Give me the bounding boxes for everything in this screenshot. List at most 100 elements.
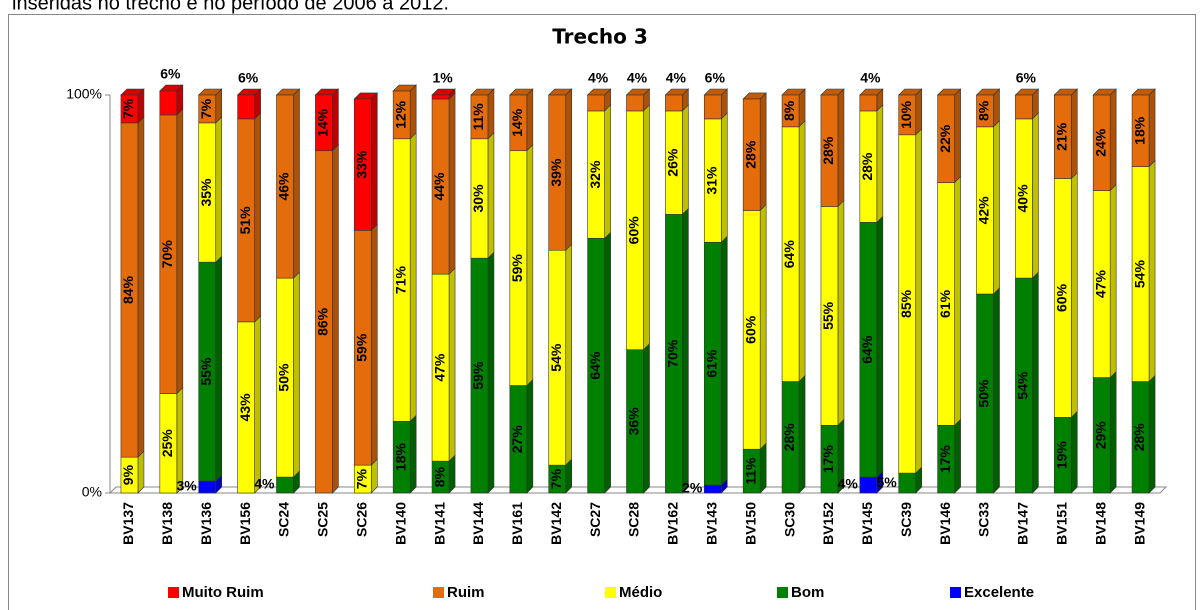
bar-side <box>837 199 845 427</box>
bar-side <box>720 112 728 243</box>
value-label: 11% <box>742 457 758 485</box>
bar-side <box>604 231 611 494</box>
value-label: 27% <box>509 425 525 454</box>
bar-side <box>1109 183 1117 379</box>
bar-side <box>759 442 767 494</box>
value-label: 25% <box>159 429 175 458</box>
value-label: 22% <box>937 124 953 153</box>
value-label: 50% <box>976 379 992 408</box>
bar-side <box>993 88 1000 128</box>
bar-side <box>448 454 456 494</box>
value-label: 64% <box>587 351 603 380</box>
legend-label: Muito Ruim <box>182 584 264 601</box>
value-label: 4% <box>860 70 881 86</box>
bar-segment <box>859 476 878 494</box>
x-tick-label: BV136 <box>198 502 214 545</box>
value-label: 1% <box>432 70 453 86</box>
value-label: 6% <box>238 70 259 86</box>
value-label: 14% <box>509 108 525 137</box>
x-tick-label: BV138 <box>159 502 175 545</box>
bar-side <box>1070 410 1078 494</box>
x-tick-label: BV152 <box>820 502 836 545</box>
x-tick-label: SC39 <box>898 502 914 537</box>
bar-segment <box>392 90 411 140</box>
value-label: 84% <box>120 275 136 304</box>
bar-segment <box>587 94 605 112</box>
value-label: 6% <box>705 70 726 86</box>
value-label: 42% <box>976 196 992 225</box>
bar-segment <box>937 94 955 183</box>
value-label: 11% <box>470 103 486 131</box>
bar-side <box>1148 88 1156 168</box>
bar-side <box>954 88 961 184</box>
bar-segment <box>120 94 139 124</box>
value-label: 71% <box>392 266 408 295</box>
x-tick-label: BV148 <box>1092 502 1108 545</box>
x-tick-label: SC25 <box>315 502 331 537</box>
bar-segment <box>431 94 450 100</box>
value-label: 28% <box>1131 423 1147 452</box>
x-tick-label: BV141 <box>431 502 447 545</box>
x-tick-label: BV161 <box>509 502 525 545</box>
value-label: 35% <box>198 178 214 207</box>
x-tick-label: BV144 <box>470 502 486 545</box>
value-label: 10% <box>898 100 914 129</box>
bar-side <box>643 104 650 351</box>
bar-segment <box>470 94 489 140</box>
bar-segment <box>276 94 294 279</box>
bar-side <box>526 143 534 387</box>
value-label: 33% <box>353 150 369 179</box>
bar-segment <box>276 476 294 494</box>
bar-segment <box>976 94 994 128</box>
bar-side <box>1070 171 1078 419</box>
bar-side <box>487 88 495 140</box>
bar-side <box>1070 88 1078 180</box>
bar-side <box>332 88 339 152</box>
value-label: 24% <box>1092 128 1108 157</box>
bar-side <box>487 132 495 259</box>
value-label: 60% <box>626 216 642 245</box>
x-tick-label: BV146 <box>937 502 953 545</box>
value-label: 19% <box>1053 441 1069 470</box>
bar-segment <box>898 94 917 136</box>
x-tick-label: SC28 <box>626 502 642 537</box>
value-label: 64% <box>859 335 875 364</box>
bar-side <box>448 92 456 275</box>
bar-side <box>720 235 728 486</box>
value-label: 47% <box>1092 269 1108 298</box>
bar-side <box>254 112 261 323</box>
bar-side <box>682 207 689 494</box>
value-label: 61% <box>703 349 719 378</box>
bar-side <box>370 223 378 466</box>
value-label: 47% <box>431 353 447 382</box>
bar-side <box>1109 88 1117 192</box>
bar-side <box>954 418 961 494</box>
bar-segment <box>159 90 178 116</box>
value-label: 2% <box>682 480 703 496</box>
value-label: 54% <box>1015 371 1031 400</box>
legend-swatch <box>777 587 788 598</box>
bar-side <box>798 88 806 128</box>
value-label: 7% <box>198 98 214 119</box>
value-label: 46% <box>276 172 292 201</box>
value-label: 6% <box>1016 70 1037 86</box>
bar-segment <box>820 94 839 207</box>
value-label: 43% <box>237 393 253 422</box>
value-label: 59% <box>353 333 369 362</box>
bar-side <box>759 203 767 450</box>
value-label: 54% <box>548 343 564 372</box>
bar-segment <box>315 94 333 152</box>
value-label: 4% <box>588 70 609 86</box>
y-tick-label: 100% <box>66 86 102 102</box>
value-label: 44% <box>431 172 447 201</box>
bar-side <box>837 88 845 208</box>
x-tick-label: BV147 <box>1015 502 1031 545</box>
bar-side <box>526 378 534 494</box>
x-tick-label: BV137 <box>120 502 136 545</box>
bar-side <box>1148 374 1156 494</box>
bar-segment <box>1015 94 1033 120</box>
value-label: 85% <box>898 289 914 318</box>
x-tick-label: BV140 <box>392 502 408 545</box>
bar-side <box>409 84 417 140</box>
bar-side <box>1109 370 1117 494</box>
